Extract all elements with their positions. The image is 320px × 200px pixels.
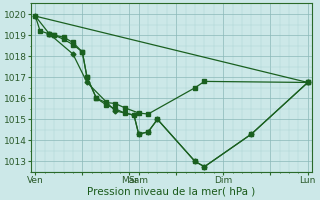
X-axis label: Pression niveau de la mer( hPa ): Pression niveau de la mer( hPa ): [87, 187, 256, 197]
